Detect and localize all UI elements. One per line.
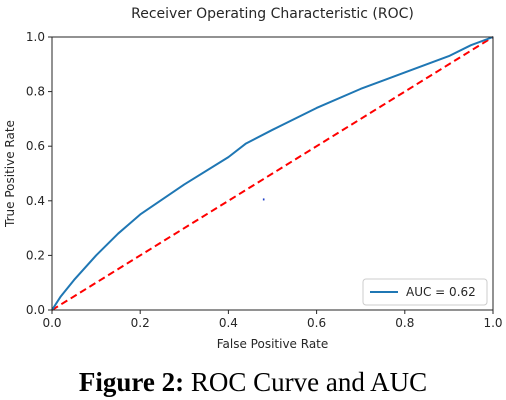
x-tick-label: 0.4 [219, 316, 238, 330]
plot-frame [51, 36, 494, 311]
x-tick-label: 0.8 [395, 316, 414, 330]
roc-curve-line [51, 36, 494, 311]
y-tick-label: 0.6 [26, 139, 45, 153]
legend-box [362, 278, 488, 306]
stray-marker-dot [262, 198, 265, 201]
x-axis-title: False Positive Rate [217, 337, 329, 351]
axis-ticks: 0.0 0.2 0.4 0.6 0.8 1.0 0.0 0.2 0.4 0.6 0.8 1.0 [26, 30, 503, 330]
legend: AUC = 0.62 [362, 278, 488, 306]
x-tick-label: 0.2 [131, 316, 150, 330]
legend-label: AUC = 0.62 [406, 285, 476, 299]
y-tick-label: 1.0 [26, 30, 45, 44]
y-tick-label: 0.2 [26, 248, 45, 262]
chance-diagonal-line [51, 36, 494, 311]
y-tick-label: 0.0 [26, 303, 45, 317]
roc-chart: Receiver Operating Characteristic (ROC) … [3, 6, 503, 351]
x-tick-label: 1.0 [483, 316, 502, 330]
figure-caption-label: Figure 2: [78, 367, 185, 397]
y-tick-label: 0.4 [26, 194, 45, 208]
figure-caption: Figure 2: ROC Curve and AUC [0, 364, 506, 400]
y-tick-label: 0.8 [26, 85, 45, 99]
plot-area [51, 36, 494, 311]
figure-caption-text: ROC Curve and AUC [184, 367, 428, 397]
y-axis-title: True Positive Rate [3, 120, 17, 228]
chart-title: Receiver Operating Characteristic (ROC) [131, 6, 414, 22]
x-tick-label: 0.0 [42, 316, 61, 330]
x-tick-label: 0.6 [307, 316, 326, 330]
